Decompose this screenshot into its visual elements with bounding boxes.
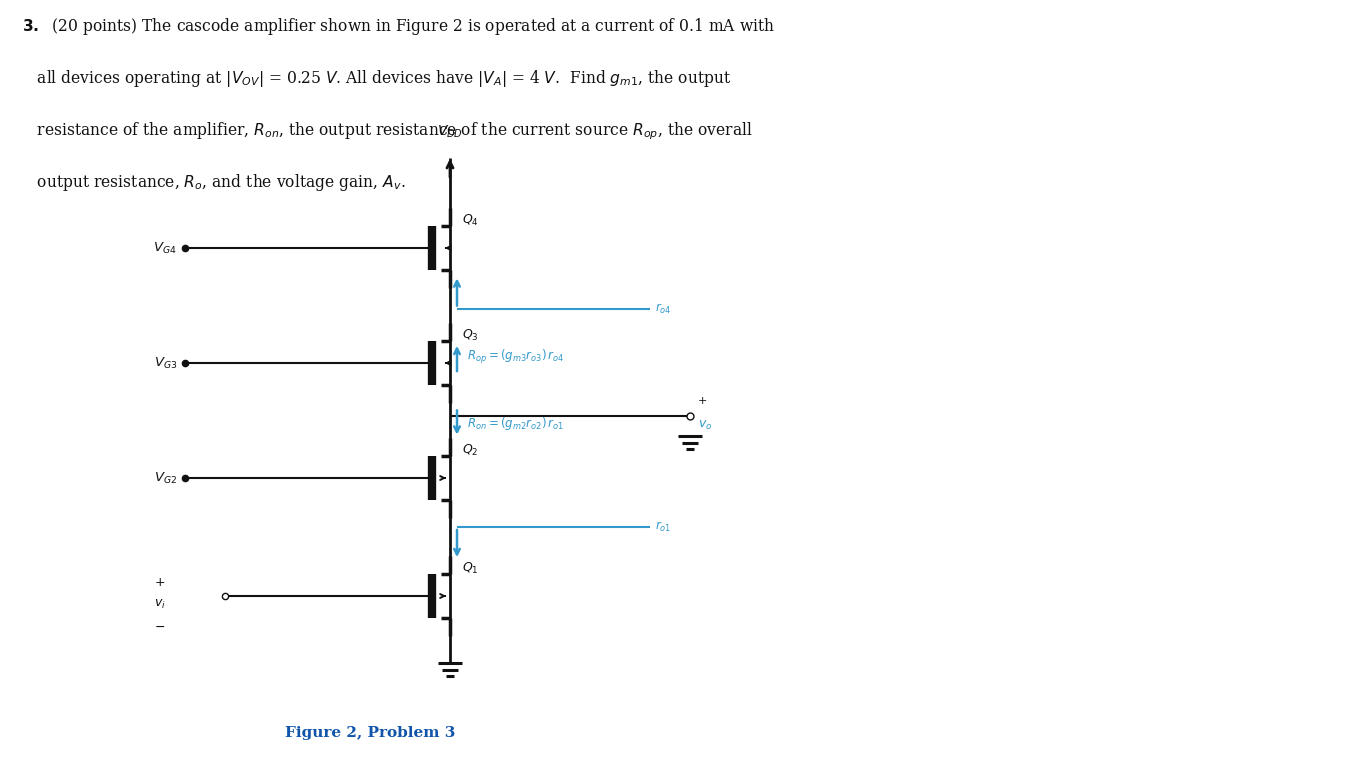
Text: +: +	[154, 577, 165, 590]
Text: $r_{o4}$: $r_{o4}$	[656, 302, 672, 316]
Text: $V_{G2}$: $V_{G2}$	[154, 471, 178, 485]
Text: $v_i$: $v_i$	[154, 598, 165, 611]
Text: $Q_2$: $Q_2$	[462, 442, 478, 458]
Text: $V_{DD}$: $V_{DD}$	[437, 124, 463, 140]
Text: $R_{on} = (g_{m2}r_{o2})\, r_{o1}$: $R_{on} = (g_{m2}r_{o2})\, r_{o1}$	[467, 415, 564, 432]
Text: $R_{op} = (g_{m3}r_{o3})\, r_{o4}$: $R_{op} = (g_{m3}r_{o3})\, r_{o4}$	[467, 348, 564, 366]
Text: +: +	[698, 396, 708, 406]
Text: all devices operating at $|V_{OV}|$ = 0.25 $V$. All devices have $|V_A|$ = 4 $V$: all devices operating at $|V_{OV}|$ = 0.…	[22, 68, 731, 89]
Text: $Q_1$: $Q_1$	[462, 561, 478, 575]
Text: $Q_3$: $Q_3$	[462, 327, 478, 343]
Text: $V_{G4}$: $V_{G4}$	[153, 240, 178, 256]
Text: $\mathbf{3.}$  (20 points) The cascode amplifier shown in Figure 2 is operated a: $\mathbf{3.}$ (20 points) The cascode am…	[22, 16, 775, 37]
Text: resistance of the amplifier, $R_{on}$, the output resistance of the current sour: resistance of the amplifier, $R_{on}$, t…	[22, 120, 753, 141]
Text: $-$: $-$	[154, 620, 165, 633]
Text: Figure 2, Problem 3: Figure 2, Problem 3	[285, 726, 455, 740]
Text: $Q_4$: $Q_4$	[462, 213, 479, 227]
Text: $v_o$: $v_o$	[698, 419, 712, 432]
Text: $r_{o1}$: $r_{o1}$	[656, 520, 671, 534]
Text: $V_{G3}$: $V_{G3}$	[153, 356, 178, 370]
Text: output resistance, $R_o$, and the voltage gain, $A_v$.: output resistance, $R_o$, and the voltag…	[22, 172, 406, 193]
